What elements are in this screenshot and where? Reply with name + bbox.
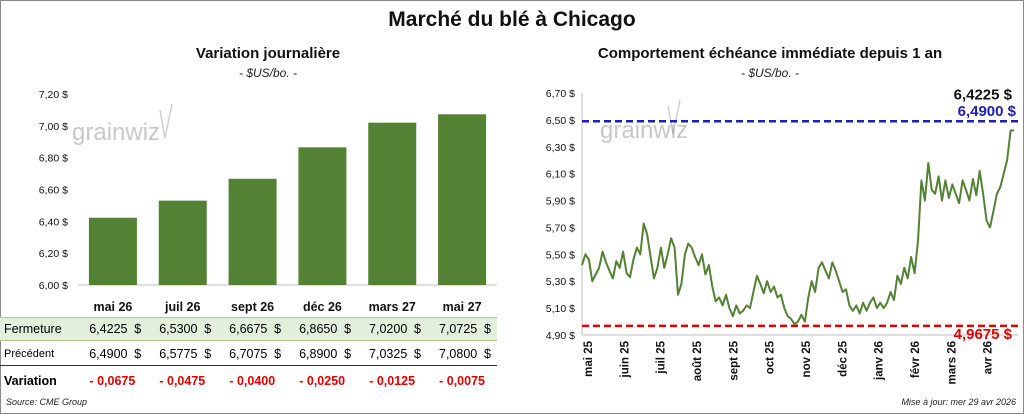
table-cell: 6,6675 $ (229, 322, 282, 336)
table-cell: - 0,0475 (159, 374, 206, 388)
watermark-check-icon (159, 103, 173, 139)
last-value-label: 6,4225 $ (954, 87, 1013, 104)
table-cell: 6,8650 $ (299, 322, 352, 336)
line-y-tick-label: 5,30 $ (546, 276, 575, 288)
row-label-close: Fermeture (4, 322, 62, 336)
table-cell: 7,0725 $ (439, 322, 491, 336)
line-x-tick-label: juin 25 (619, 340, 631, 378)
bar-x-axis: mai 26 juil 26 sept 26 déc 26 mars 27 mai 27 (93, 300, 481, 314)
bar (88, 217, 137, 285)
watermark-logo: grainwiz (72, 119, 160, 146)
high-value-label: 6,4900 $ (958, 103, 1017, 120)
price-line (581, 129, 1015, 326)
bar-y-tick-label: 6,20 $ (39, 248, 68, 260)
bar-y-tick-label: 7,00 $ (39, 121, 68, 133)
source-note: Source: CME Group (6, 397, 88, 407)
line-x-axis: mai 25 juin 25 juil 25 août 25 sept 25 oct 25… (583, 340, 995, 384)
line-y-tick-label: 5,50 $ (546, 249, 575, 261)
row-label-previous: Précédent (4, 348, 55, 360)
bar (368, 122, 417, 286)
bar-x-tick-label: juil 26 (164, 300, 200, 314)
bar-x-tick-label: mai 26 (93, 300, 132, 314)
bar-x-tick-label: mars 27 (369, 300, 416, 314)
line-y-tick-label: 5,10 $ (546, 303, 575, 315)
line-x-tick-label: nov 25 (801, 340, 813, 377)
table-cell: - 0,0675 (89, 374, 136, 388)
bar-y-tick-label: 6,80 $ (39, 153, 68, 165)
line-y-tick-label: 4,90 $ (546, 330, 575, 342)
table-cell: 6,5300 $ (159, 322, 212, 336)
main-title: Marché du blé à Chicago (388, 8, 636, 31)
table-row: Fermeture 6,4225 $ 6,5300 $ 6,6675 $ 6,8650… (0, 317, 497, 341)
table-row: Variation - 0,0675 - 0,0475 - 0,0400 - 0… (0, 370, 497, 392)
bar-y-tick-label: 7,20 $ (39, 89, 68, 101)
line-y-axis: 4,90 $ 5,10 $ 5,30 $ 5,50 $ 5,70 $ 5,90 $ 6,10… (546, 88, 1018, 342)
line-x-tick-label: août 25 (692, 340, 704, 381)
bar (228, 178, 277, 285)
table-cell: - 0,0075 (439, 374, 485, 388)
line-y-tick-label: 5,90 $ (546, 196, 575, 208)
bar-y-tick-label: 6,40 $ (39, 216, 68, 228)
table-cell: 7,0200 $ (369, 322, 421, 336)
row-label-variation: Variation (4, 374, 57, 388)
line-x-tick-label: mars 26 (946, 341, 958, 384)
line-x-tick-label: oct 25 (765, 340, 777, 374)
table-cell: - 0,0250 (299, 374, 346, 388)
table-cell: - 0,0400 (229, 374, 276, 388)
bar-x-tick-label: sept 26 (231, 300, 274, 314)
line-chart-title: Comportement échéance immédiate depuis 1… (597, 45, 943, 62)
table-cell: 6,7075 $ (229, 347, 282, 361)
bar-chart-title: Variation journalière (195, 45, 341, 62)
table-row: Précédent 6,4900 $ 6,5775 $ 6,7075 $ 6,8900… (0, 343, 497, 366)
line-y-tick-label: 6,30 $ (546, 142, 575, 154)
line-x-tick-label: avr 26 (983, 341, 995, 374)
line-y-tick-label: 5,70 $ (546, 222, 575, 234)
update-note: Mise à jour: mer 29 avr 2026 (901, 397, 1016, 407)
bar-chart-subtitle: - $US/bo. - (238, 66, 298, 80)
table-cell: 7,0325 $ (369, 347, 421, 361)
reference-lines (582, 119, 1018, 328)
line-x-tick-label: févr 26 (910, 341, 922, 378)
value-labels: 6,4225 $ 6,4900 $ 4,9675 $ (954, 87, 1017, 343)
bar-y-tick-label: 6,60 $ (39, 185, 68, 197)
table-cell: 6,4225 $ (89, 322, 142, 336)
table-cell: 7,0800 $ (439, 347, 491, 361)
bar-chart: 6,00 $ 6,20 $ 6,40 $ 6,60 $ 6,80 $ 7,00 $ 7,20… (39, 89, 497, 314)
line-y-tick-label: 6,70 $ (546, 88, 575, 100)
bar-x-tick-label: déc 26 (303, 300, 342, 314)
line-chart-subtitle: - $US/bo. - (740, 66, 800, 80)
bar (438, 114, 487, 285)
line-x-tick-label: mai 25 (583, 340, 595, 376)
bar (298, 147, 347, 285)
line-x-tick-label: sept 25 (728, 340, 740, 380)
bar-y-tick-label: 6,00 $ (39, 280, 68, 292)
bar-series (88, 114, 487, 286)
low-value-label: 4,9675 $ (954, 326, 1013, 343)
table-cell: 6,5775 $ (159, 347, 212, 361)
watermark-check-icon (667, 99, 681, 135)
table-cell: 6,8900 $ (299, 347, 352, 361)
table-cell: - 0,0125 (369, 374, 416, 388)
line-y-tick-label: 6,50 $ (546, 115, 575, 127)
bar-y-axis: 6,00 $ 6,20 $ 6,40 $ 6,60 $ 6,80 $ 7,00 $ 7,20… (39, 89, 497, 292)
line-x-tick-label: juil 25 (656, 340, 668, 374)
line-x-tick-label: janv 26 (874, 341, 886, 381)
line-chart: 4,90 $ 5,10 $ 5,30 $ 5,50 $ 5,70 $ 5,90 $ 6,10… (546, 87, 1018, 384)
table-cell: 6,4900 $ (89, 347, 142, 361)
bar-x-tick-label: mai 27 (443, 300, 482, 314)
line-x-tick-label: déc 25 (837, 340, 849, 376)
bar (158, 200, 207, 285)
line-y-tick-label: 6,10 $ (546, 169, 575, 181)
